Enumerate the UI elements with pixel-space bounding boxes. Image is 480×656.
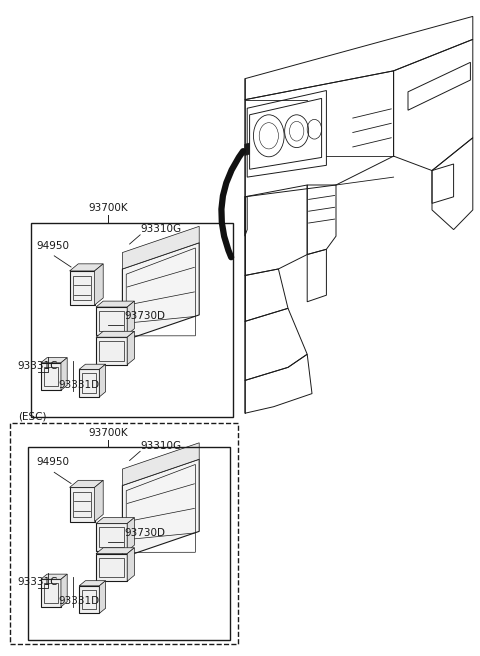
Polygon shape [79,581,106,586]
Polygon shape [79,364,106,369]
Polygon shape [61,358,67,390]
Polygon shape [122,243,199,341]
Polygon shape [70,271,95,305]
Polygon shape [70,487,95,522]
Text: 93331C: 93331C [17,361,58,371]
Polygon shape [127,518,134,551]
Polygon shape [96,518,134,523]
Polygon shape [41,579,61,607]
Polygon shape [96,523,127,551]
Text: 93331D: 93331D [59,380,100,390]
Polygon shape [122,443,199,485]
FancyArrowPatch shape [221,151,243,257]
Polygon shape [245,143,250,155]
Text: 93700K: 93700K [88,203,128,213]
Polygon shape [127,301,134,335]
Text: (ESC): (ESC) [18,411,47,421]
Polygon shape [41,358,67,363]
Bar [31,223,233,417]
Polygon shape [41,574,67,579]
Text: 93331D: 93331D [59,596,100,606]
Text: 94950: 94950 [36,241,69,251]
Text: 93730D: 93730D [125,312,166,321]
Polygon shape [79,369,99,397]
Polygon shape [95,480,103,522]
Polygon shape [41,363,61,390]
Bar [10,423,238,644]
Polygon shape [61,574,67,607]
Polygon shape [96,331,134,337]
Polygon shape [95,264,103,305]
Bar [28,447,230,640]
Polygon shape [79,586,99,613]
Polygon shape [96,301,134,307]
Polygon shape [122,226,199,269]
Polygon shape [96,554,127,581]
Text: 94950: 94950 [36,457,69,467]
Text: 93310G: 93310G [140,224,181,234]
Polygon shape [127,331,134,365]
Text: 93730D: 93730D [125,528,166,538]
Polygon shape [122,459,199,558]
Text: 93331C: 93331C [17,577,58,587]
Polygon shape [96,337,127,365]
Polygon shape [99,364,106,397]
Text: 93700K: 93700K [88,428,128,438]
Polygon shape [70,480,103,487]
Polygon shape [70,264,103,271]
Polygon shape [99,581,106,613]
Polygon shape [96,307,127,335]
Polygon shape [127,548,134,581]
Text: 93310G: 93310G [140,441,181,451]
Polygon shape [96,548,134,554]
